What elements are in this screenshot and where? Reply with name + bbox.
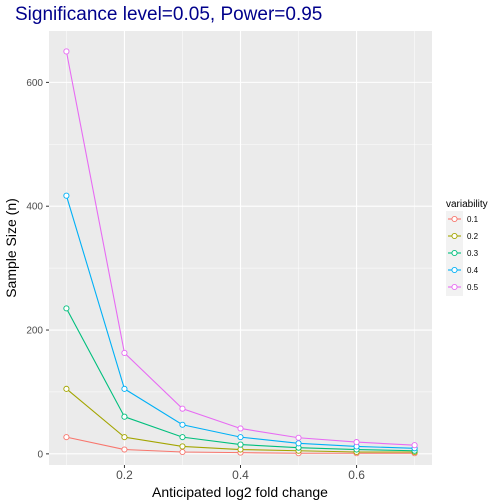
- legend-label: 0.3: [467, 249, 479, 258]
- legend-item: 0.3: [446, 245, 479, 262]
- x-tick-label: 0.6: [348, 468, 365, 482]
- data-point: [179, 421, 186, 428]
- data-point: [179, 448, 186, 456]
- data-point: [63, 434, 70, 441]
- data-point: [63, 385, 70, 392]
- x-axis-title: Anticipated log2 fold change: [152, 484, 328, 500]
- data-point: [237, 441, 244, 448]
- major-grid: [49, 31, 432, 465]
- data-point: [237, 434, 244, 441]
- data-point: [237, 425, 244, 432]
- y-tick-label: 400: [26, 202, 43, 213]
- data-point: [121, 385, 128, 392]
- x-axis: 0.2 0.4 0.6: [116, 465, 365, 482]
- data-point: [63, 48, 70, 55]
- x-tick-label: 0.2: [116, 468, 133, 482]
- y-axis: 0 200 400 600: [26, 78, 49, 460]
- data-point: [179, 405, 186, 412]
- legend-key-point: [451, 232, 458, 240]
- legend-key-point: [451, 249, 458, 257]
- legend: variability 0.1 0.2 0.3 0.4 0.5: [446, 199, 488, 296]
- data-point: [179, 443, 186, 450]
- legend-label: 0.4: [467, 266, 479, 275]
- legend-label: 0.2: [467, 232, 479, 241]
- x-tick-label: 0.4: [232, 468, 249, 482]
- y-tick-label: 200: [26, 326, 43, 337]
- series-layer: [63, 48, 418, 457]
- legend-title: variability: [446, 199, 488, 210]
- y-axis-title: Sample Size (n): [3, 198, 19, 298]
- series-0.5: [63, 48, 418, 449]
- legend-key-point: [451, 266, 458, 274]
- data-point: [121, 446, 128, 453]
- y-tick-label: 0: [37, 449, 43, 460]
- legend-item: 0.2: [446, 228, 479, 245]
- y-tick-label: 600: [26, 78, 43, 89]
- legend-label: 0.5: [467, 283, 479, 292]
- data-point: [63, 192, 70, 199]
- series-0.3: [63, 305, 418, 454]
- legend-key-point: [451, 283, 458, 291]
- data-point: [179, 434, 186, 441]
- legend-item: 0.1: [446, 211, 479, 228]
- legend-item: 0.4: [446, 262, 479, 279]
- data-point: [237, 446, 244, 453]
- data-point: [411, 442, 418, 449]
- data-point: [63, 305, 70, 312]
- data-point: [295, 440, 302, 447]
- chart-title: Significance level=0.05, Power=0.95: [15, 4, 322, 25]
- legend-item: 0.5: [446, 279, 479, 296]
- legend-key-point: [451, 215, 458, 223]
- data-point: [121, 413, 128, 420]
- data-point: [295, 434, 302, 441]
- legend-label: 0.1: [467, 215, 479, 224]
- data-point: [121, 434, 128, 441]
- data-point: [121, 349, 128, 356]
- data-point: [353, 439, 360, 446]
